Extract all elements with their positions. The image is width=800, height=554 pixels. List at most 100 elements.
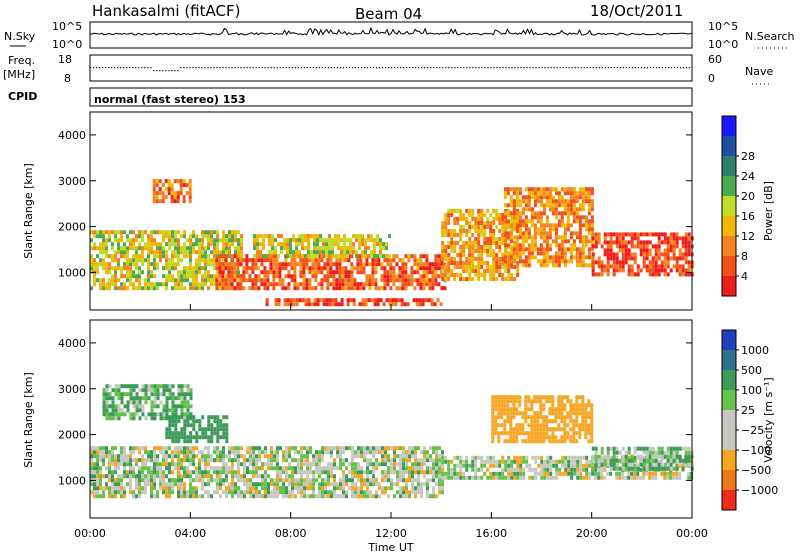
heatmap-cell — [342, 474, 345, 479]
heatmap-cell — [90, 474, 93, 479]
heatmap-cell — [236, 258, 240, 263]
heatmap-cell — [99, 494, 102, 499]
heatmap-cell — [285, 450, 288, 455]
heatmap-cell — [302, 262, 306, 267]
heatmap-cell — [123, 230, 126, 235]
heatmap-cell — [612, 256, 616, 261]
heatmap-cell — [581, 419, 585, 424]
heatmap-cell — [204, 270, 207, 275]
heatmap-cell — [126, 274, 129, 279]
heatmap-cell — [180, 270, 183, 275]
heatmap-cell — [462, 459, 466, 464]
heatmap-cell — [144, 490, 147, 495]
heatmap-cell — [414, 446, 417, 451]
heatmap-cell — [180, 474, 183, 479]
heatmap-cell — [167, 191, 171, 196]
heatmap-cell — [456, 253, 460, 257]
heatmap-cell — [90, 482, 93, 487]
heatmap-cell — [563, 211, 567, 216]
heatmap-cell — [102, 242, 105, 247]
freq-point — [93, 67, 95, 69]
heatmap-cell — [302, 274, 306, 279]
heatmap-cell — [177, 435, 181, 440]
heatmap-cell — [503, 403, 507, 408]
heatmap-cell — [177, 392, 181, 397]
heatmap-cell — [459, 237, 463, 241]
heatmap-cell — [330, 490, 333, 495]
heatmap-cell — [177, 486, 180, 491]
heatmap-cell — [291, 494, 294, 499]
heatmap-cell — [198, 423, 202, 428]
heatmap-cell — [275, 254, 279, 259]
heatmap-cell — [261, 478, 264, 483]
heatmap-cell — [600, 264, 604, 269]
heatmap-cell — [590, 415, 594, 420]
heatmap-cell — [438, 462, 441, 467]
heatmap-cell — [150, 412, 154, 417]
heatmap-cell — [539, 191, 543, 196]
heatmap-cell — [383, 286, 387, 291]
heatmap-cell — [534, 475, 538, 480]
heatmap-cell — [542, 231, 546, 236]
heatmap-cell — [309, 446, 312, 451]
heatmap-cell — [259, 254, 262, 259]
heatmap-cell — [312, 474, 315, 479]
heatmap-cell — [548, 407, 552, 412]
heatmap-cell — [114, 270, 117, 275]
heatmap-cell — [195, 242, 198, 247]
heatmap-cell — [123, 490, 126, 495]
heatmap-cell — [590, 411, 594, 416]
heatmap-cell — [444, 269, 448, 273]
heatmap-cell — [234, 482, 237, 487]
heatmap-cell — [315, 462, 318, 467]
heatmap-cell — [399, 494, 402, 499]
heatmap-cell — [471, 233, 475, 237]
heatmap-cell — [575, 191, 579, 196]
heatmap-cell — [171, 490, 174, 495]
heatmap-cell — [132, 470, 135, 475]
freq-point — [357, 67, 360, 69]
heatmap-cell — [258, 454, 261, 459]
heatmap-cell — [129, 454, 132, 459]
heatmap-cell — [444, 273, 448, 277]
heatmap-cell — [421, 302, 425, 307]
heatmap-cell — [483, 229, 487, 233]
heatmap-cell — [129, 412, 133, 417]
heatmap-cell — [483, 221, 487, 225]
heatmap-cell — [477, 213, 481, 217]
heatmap-cell — [426, 486, 429, 491]
ytick-label: 3000 — [58, 175, 86, 188]
freq-point — [285, 67, 287, 69]
heatmap-cell — [174, 462, 177, 467]
heatmap-cell — [645, 244, 649, 249]
heatmap-cell — [271, 246, 274, 251]
freq-point — [676, 67, 679, 69]
heatmap-cell — [483, 273, 487, 277]
heatmap-cell — [384, 462, 387, 467]
heatmap-cell — [176, 195, 180, 200]
freq-point — [670, 67, 673, 69]
heatmap-cell — [289, 238, 292, 243]
heatmap-cell — [465, 463, 469, 468]
heatmap-cell — [289, 246, 292, 251]
heatmap-cell — [332, 286, 336, 291]
heatmap-cell — [319, 238, 322, 243]
heatmap-cell — [352, 234, 355, 239]
heatmap-cell — [183, 431, 187, 436]
heatmap-cell — [506, 187, 510, 192]
heatmap-cell — [207, 258, 210, 263]
heatmap-cell — [453, 467, 457, 472]
heatmap-cell — [141, 384, 145, 389]
heatmap-cell — [513, 277, 517, 281]
heatmap-cell — [441, 265, 445, 269]
heatmap-cell — [483, 213, 487, 217]
heatmap-cell — [300, 474, 303, 479]
heatmap-cell — [618, 475, 622, 480]
heatmap-cell — [129, 278, 132, 283]
heatmap-cell — [311, 274, 315, 279]
heatmap-cell — [521, 243, 525, 248]
heatmap-cell — [506, 411, 510, 416]
heatmap-cell — [259, 250, 262, 255]
heatmap-cell — [99, 454, 102, 459]
heatmap-cell — [102, 246, 105, 251]
